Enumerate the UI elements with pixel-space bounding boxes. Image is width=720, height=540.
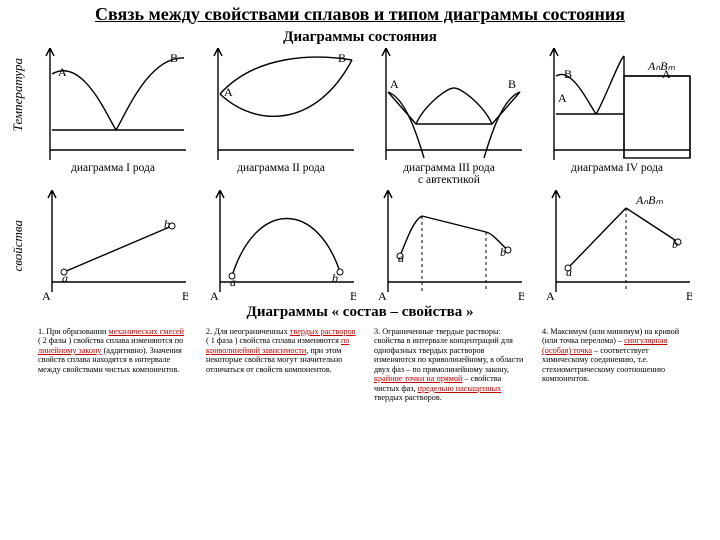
prop-panel-2: A Ba b	[206, 190, 356, 302]
svg-text:A: A	[558, 91, 567, 105]
svg-text:A: A	[210, 289, 219, 302]
prop-panel-3: A Ba b	[374, 190, 524, 302]
svg-text:A: A	[42, 289, 51, 302]
svg-text:B: B	[564, 67, 572, 81]
phase-panel-3: ABдиаграмма III родас автектикой	[374, 48, 524, 186]
svg-text:AₙBₘ: AₙBₘ	[635, 193, 663, 207]
note-1: 1. При образовании механических смесей (…	[38, 327, 188, 402]
svg-text:A: A	[224, 85, 233, 99]
prop-panel-1: A Ba b	[38, 190, 188, 302]
diagram-panel: A Ba b	[374, 190, 524, 302]
svg-text:B: B	[518, 289, 524, 302]
svg-text:A: A	[390, 77, 399, 91]
note-3: 3. Ограниченные твердые растворы: свойст…	[374, 327, 524, 402]
svg-text:B: B	[170, 51, 178, 65]
notes-row: 1. При образовании механических смесей (…	[38, 327, 704, 402]
ylabel-properties: свойства	[10, 220, 26, 271]
ylabel-temperature: Температура	[10, 58, 26, 131]
prop-row: свойства ABabABabABabABabAₙBₘ	[16, 190, 704, 302]
note-4: 4. Максимум (или минимум) на кривой (или…	[542, 327, 692, 402]
phase-caption: диаграмма III родас автектикой	[374, 162, 524, 186]
prop-panel-4: A Ba b AₙBₘ	[542, 190, 692, 302]
svg-text:B: B	[350, 289, 356, 302]
diagram-panel: A Ba b	[206, 190, 356, 302]
svg-text:b: b	[672, 237, 678, 251]
svg-text:B: B	[182, 289, 188, 302]
diagram-panel: A Ba b AₙBₘ	[542, 190, 692, 302]
svg-text:b: b	[500, 245, 506, 259]
svg-text:B: B	[508, 77, 516, 91]
svg-text:B: B	[338, 51, 346, 65]
phase-caption: диаграмма I рода	[38, 162, 188, 174]
phase-panel-4: ABAAₙBₘдиаграмма IV рода	[542, 48, 692, 186]
svg-text:A: A	[58, 65, 67, 79]
phase-panel-1: ABдиаграмма I рода	[38, 48, 188, 186]
phase-panel-2: ABдиаграмма II рода	[206, 48, 356, 186]
subtitle-top: Диаграммы состояния	[16, 29, 704, 46]
svg-text:b: b	[332, 271, 338, 285]
svg-text:A: A	[546, 289, 555, 302]
phase-caption: диаграмма IV рода	[542, 162, 692, 174]
page-title: Связь между свойствами сплавов и типом д…	[16, 4, 704, 25]
phase-caption: диаграмма II рода	[206, 162, 356, 174]
svg-text:a: a	[566, 265, 572, 279]
diagram-panel: AB	[374, 48, 524, 160]
svg-text:b: b	[164, 217, 170, 231]
svg-text:AₙBₘ: AₙBₘ	[647, 59, 675, 73]
svg-text:a: a	[230, 275, 236, 289]
note-2: 2. Для неограниченных твердых растворов …	[206, 327, 356, 402]
phase-row: Температура ABдиаграмма I родаABдиаграмм…	[16, 48, 704, 186]
diagram-panel: ABAAₙBₘ	[542, 48, 692, 160]
svg-text:a: a	[62, 271, 68, 285]
svg-text:A: A	[378, 289, 387, 302]
svg-text:B: B	[686, 289, 692, 302]
diagram-panel: A Ba b	[38, 190, 188, 302]
diagram-panel: AB	[38, 48, 188, 160]
diagram-panel: AB	[206, 48, 356, 160]
subtitle-mid: Диаграммы « состав – свойства »	[16, 304, 704, 321]
svg-text:a: a	[398, 251, 404, 265]
